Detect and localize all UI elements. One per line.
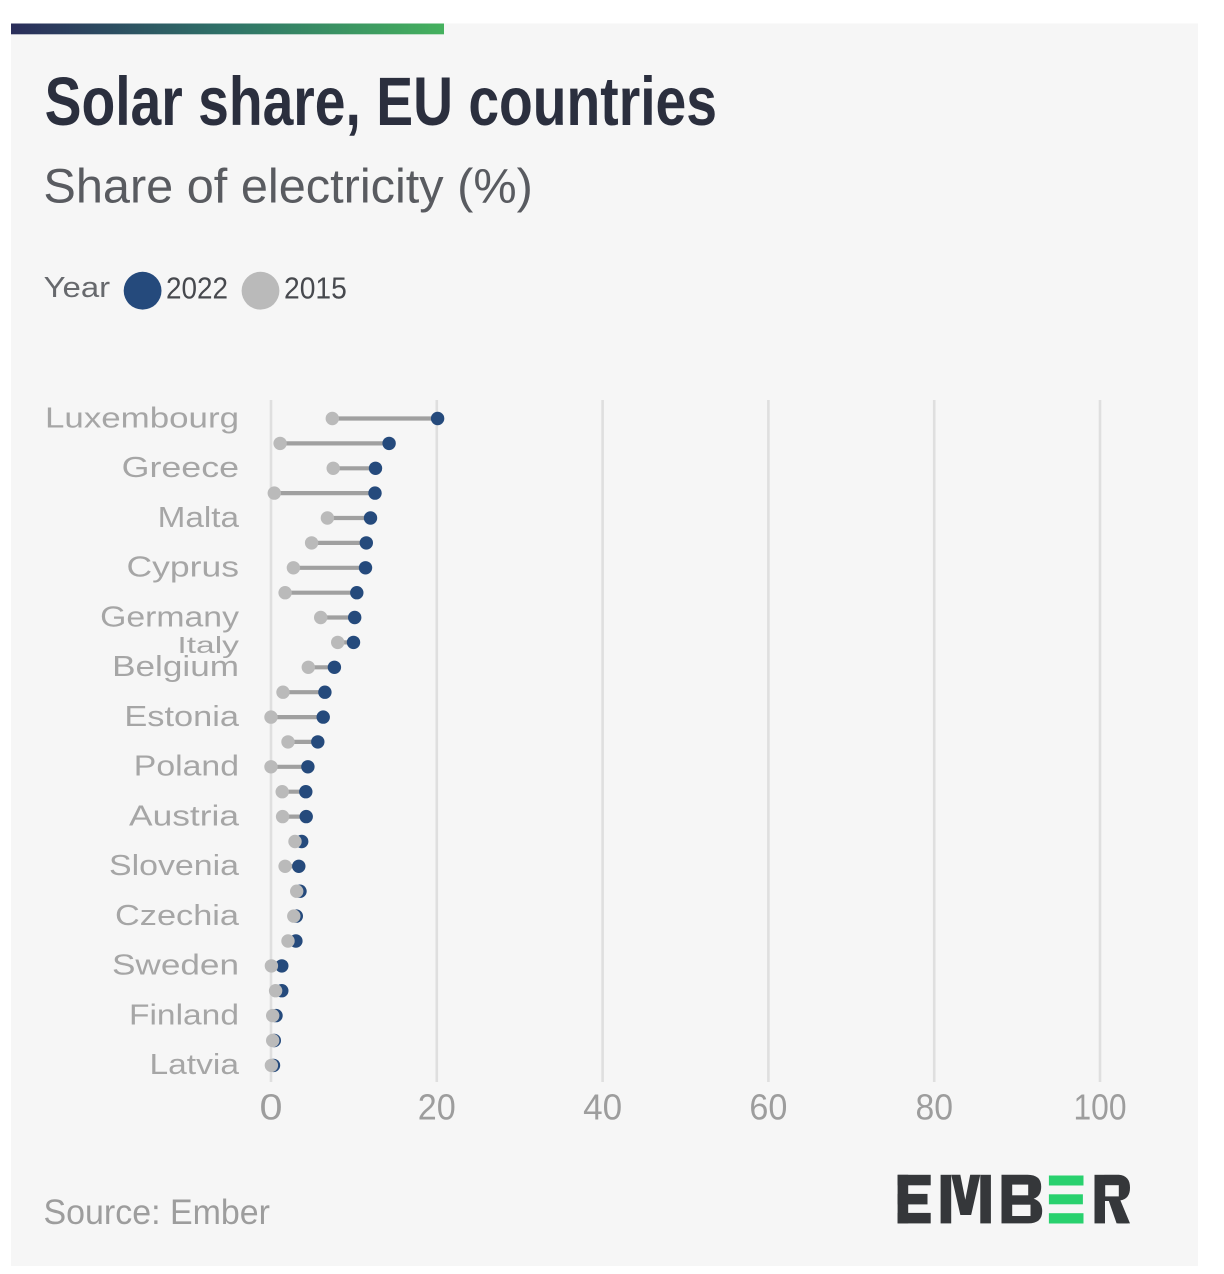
svg-text:Cyprus: Cyprus (127, 552, 240, 584)
svg-text:80: 80 (916, 1086, 954, 1127)
svg-text:0: 0 (260, 1086, 283, 1127)
svg-text:20: 20 (418, 1086, 456, 1127)
svg-text:Germany: Germany (100, 601, 239, 633)
svg-text:100: 100 (1074, 1086, 1127, 1127)
svg-text:60: 60 (749, 1086, 787, 1127)
svg-text:Luxembourg: Luxembourg (45, 402, 239, 434)
svg-text:Poland: Poland (134, 751, 239, 783)
svg-text:2015: 2015 (284, 270, 347, 305)
svg-text:Year: Year (44, 272, 111, 304)
svg-text:Sweden: Sweden (112, 950, 239, 982)
svg-text:Solar share, EU countries: Solar share, EU countries (45, 63, 717, 140)
svg-text:Austria: Austria (129, 800, 240, 832)
svg-text:Czechia: Czechia (115, 900, 240, 932)
svg-text:Belgium: Belgium (112, 651, 239, 683)
svg-text:Share of electricity (%): Share of electricity (%) (43, 161, 532, 214)
svg-text:Slovenia: Slovenia (109, 850, 240, 882)
svg-text:Italy: Italy (177, 632, 239, 658)
svg-text:Finland: Finland (129, 999, 239, 1031)
svg-text:Malta: Malta (158, 502, 240, 534)
svg-text:40: 40 (583, 1086, 622, 1127)
svg-text:Latvia: Latvia (150, 1049, 241, 1081)
svg-text:2022: 2022 (166, 270, 228, 305)
svg-text:Estonia: Estonia (124, 701, 240, 733)
svg-text:Source: Ember: Source: Ember (44, 1193, 271, 1232)
svg-text:Greece: Greece (122, 452, 239, 484)
